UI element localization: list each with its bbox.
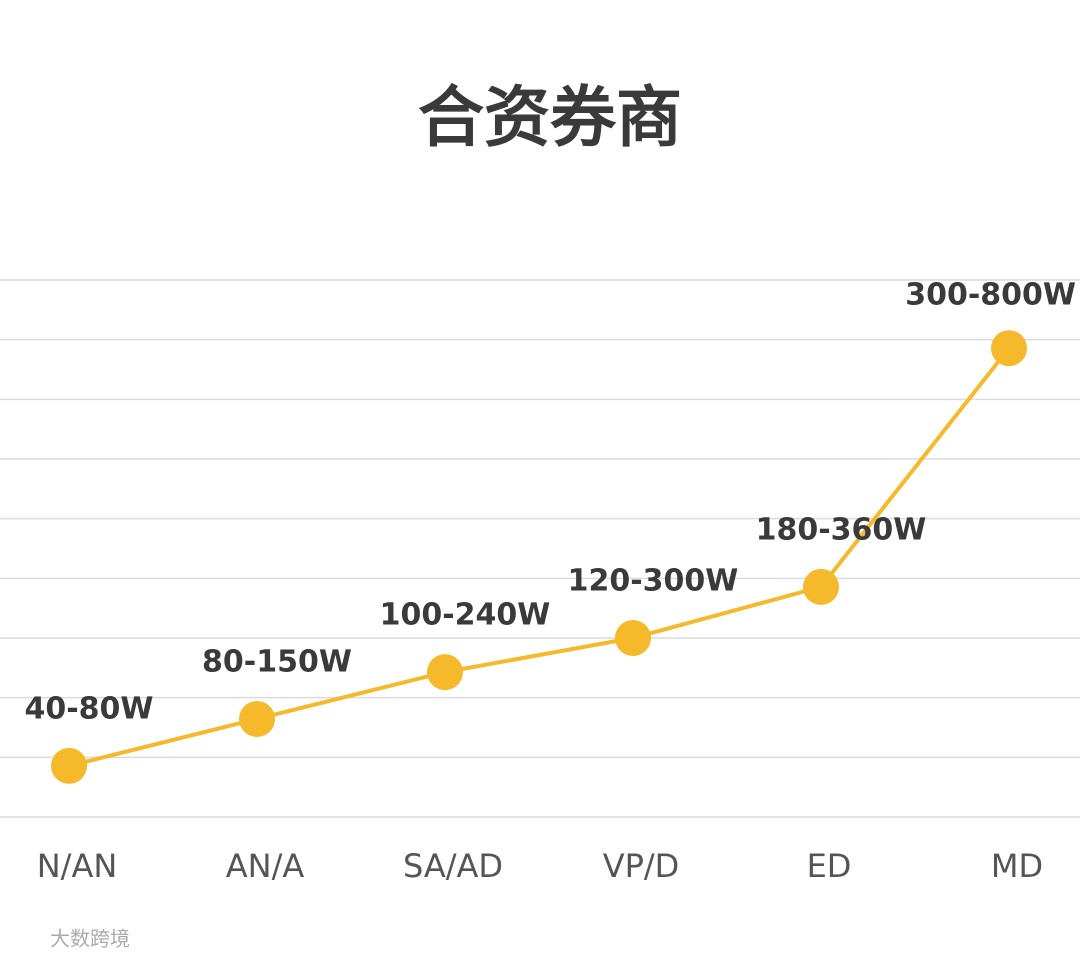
data-label: 180-360W <box>756 512 927 547</box>
x-tick-label: MD <box>991 847 1043 885</box>
data-label: 300-800W <box>905 278 1076 313</box>
point <box>51 747 87 784</box>
data-label: 120-300W <box>568 564 739 599</box>
data-label: 80-150W <box>202 644 352 679</box>
data-label: 40-80W <box>24 691 153 726</box>
watermark: 大数跨境 <box>50 927 130 951</box>
point <box>803 568 839 605</box>
point <box>427 654 463 691</box>
point <box>239 700 275 737</box>
point <box>991 330 1027 367</box>
x-tick-label: N/AN <box>37 847 118 885</box>
line <box>68 346 1011 768</box>
point <box>615 620 651 656</box>
data-label: 100-240W <box>380 598 551 633</box>
x-tick-label: SA/AD <box>403 847 503 885</box>
x-tick-label: VP/D <box>603 847 680 885</box>
x-tick-label: ED <box>807 847 852 885</box>
chart-title: 合资券商 <box>418 79 682 156</box>
x-tick-label: AN/A <box>226 847 305 885</box>
